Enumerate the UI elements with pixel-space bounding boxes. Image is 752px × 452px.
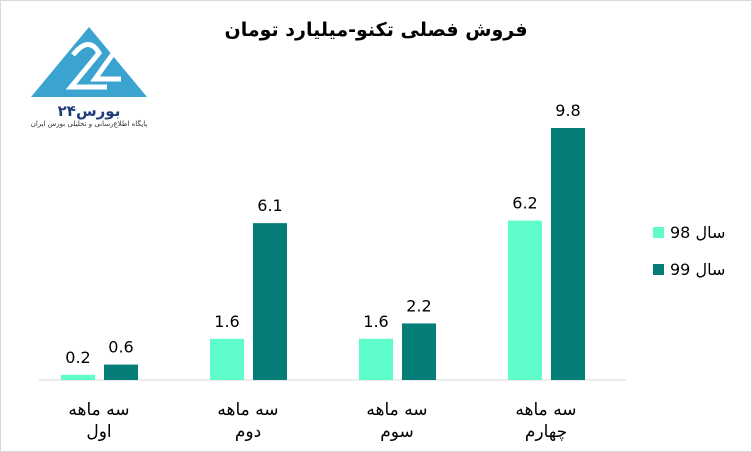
bar (61, 374, 95, 380)
bar (104, 364, 138, 380)
x-tick-label: سه ماهه (217, 400, 278, 420)
legend-item-98: سال 98 (653, 223, 725, 242)
bar (210, 338, 244, 380)
logo: بورس۲۴ پایگاه اطلاع‌رسانی و تحلیلی بورس … (29, 25, 149, 128)
data-label: 1.6 (214, 312, 239, 331)
legend-swatch (653, 264, 664, 275)
data-label: 2.2 (406, 296, 431, 315)
x-tick-label: چهارم (525, 422, 567, 442)
x-tick-label: اول (86, 422, 111, 442)
logo-subtitle: پایگاه اطلاع‌رسانی و تحلیلی بورس ایران (30, 120, 148, 128)
x-tick-label: دوم (235, 422, 261, 442)
data-label: 1.6 (363, 312, 388, 331)
data-label: 6.2 (512, 194, 537, 213)
logo-triangle-icon (31, 27, 147, 97)
logo-name: بورس۲۴ (57, 102, 121, 120)
x-tick-label: سوم (380, 422, 414, 442)
chart-title: فروش فصلی تکنو-میلیارد تومان (224, 19, 528, 41)
x-tick-label: سه ماهه (68, 400, 129, 420)
data-label: 6.1 (257, 196, 282, 215)
data-label: 9.8 (555, 101, 580, 120)
x-tick-label: سه ماهه (515, 400, 576, 420)
data-label: 0.6 (108, 338, 133, 357)
data-label: 0.2 (65, 348, 90, 367)
bar (551, 128, 585, 380)
legend-item-99: سال 99 (653, 260, 725, 279)
x-tick-label: سه ماهه (366, 400, 427, 420)
bar (359, 338, 393, 380)
legend-label: سال 98 (670, 223, 726, 242)
bar (508, 220, 542, 380)
legend-swatch (653, 227, 664, 238)
bar (253, 223, 287, 380)
legend-label: سال 99 (670, 260, 726, 279)
bar (402, 323, 436, 380)
